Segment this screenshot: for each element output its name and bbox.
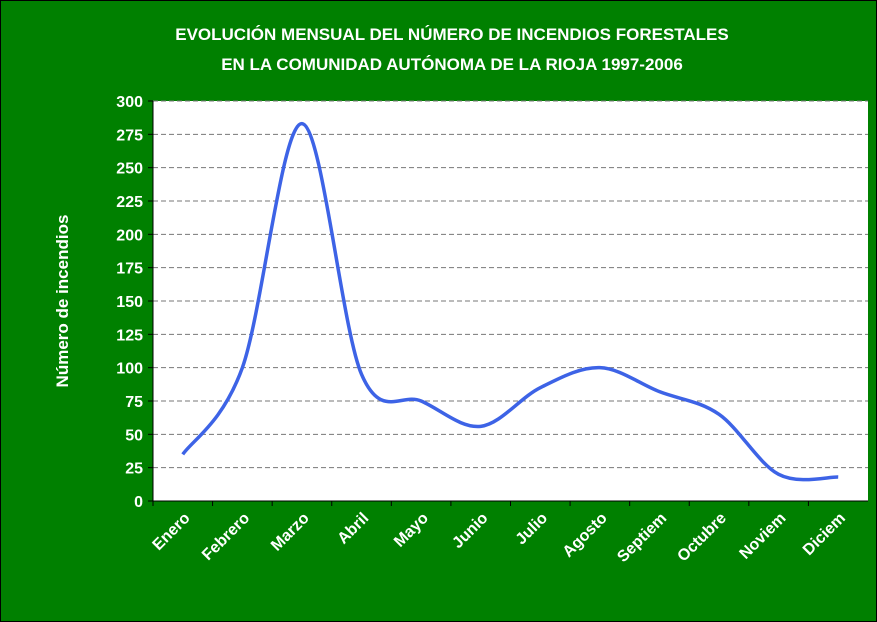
y-tick-label: 0	[134, 494, 143, 511]
y-tick-label: 150	[116, 294, 143, 311]
y-tick-label: 200	[116, 227, 143, 244]
y-tick-label: 100	[116, 361, 143, 378]
y-tick-label: 250	[116, 161, 143, 178]
chart-title: EN LA COMUNIDAD AUTÓNOMA DE LA RIOJA 199…	[221, 55, 683, 74]
y-tick-label: 300	[116, 94, 143, 111]
y-tick-label: 225	[116, 194, 143, 211]
y-tick-label: 275	[116, 127, 143, 144]
y-tick-label: 175	[116, 261, 143, 278]
chart-title: EVOLUCIÓN MENSUAL DEL NÚMERO DE INCENDIO…	[175, 25, 729, 44]
y-tick-label: 50	[125, 427, 143, 444]
y-tick-label: 25	[125, 461, 143, 478]
line-series	[181, 121, 839, 482]
y-tick-label: 125	[116, 327, 143, 344]
y-tick-label: 75	[125, 394, 143, 411]
y-axis-label: Número de incendios	[53, 215, 72, 388]
